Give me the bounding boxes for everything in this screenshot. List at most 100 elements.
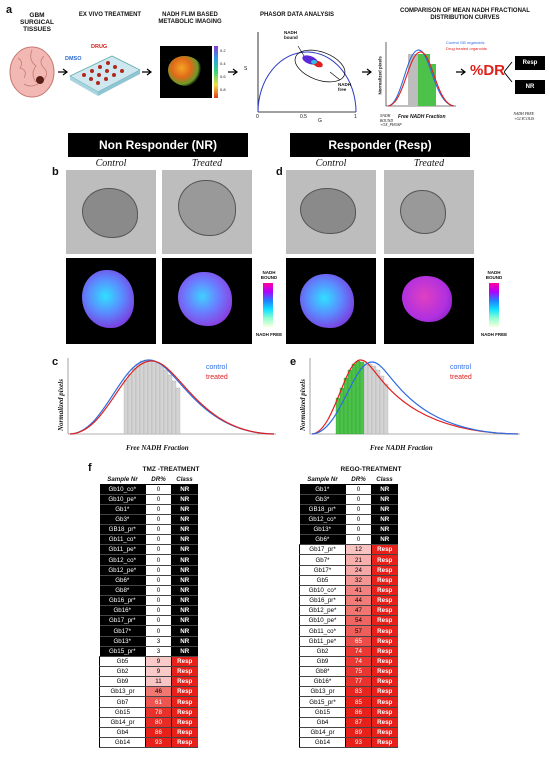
sample-cell: Gb15 bbox=[299, 707, 346, 718]
table-row: Gb13_pr 83 Resp bbox=[299, 686, 398, 698]
sample-cell: Gb16* bbox=[99, 605, 146, 617]
b-control-brightfield bbox=[66, 170, 156, 254]
dr-cell: 0 bbox=[145, 585, 172, 597]
panel-e-legend-control: control bbox=[450, 364, 472, 371]
panel-f-letter: f bbox=[88, 462, 92, 474]
panel-e-xlabel: Free NADH Fraction bbox=[370, 444, 433, 452]
table-row: Gb4 87 Resp bbox=[299, 717, 398, 728]
panel-d-letter: d bbox=[276, 166, 283, 178]
sample-cell: Gb16_pr* bbox=[99, 595, 146, 607]
table-row: Gb12_pe* 47 Resp bbox=[299, 605, 398, 617]
class-cell: Resp bbox=[371, 646, 398, 657]
sample-cell: Gb13_pr bbox=[99, 686, 146, 698]
class-cell: Resp bbox=[371, 575, 398, 586]
nadh-free-label: NADH FREE +GLYCOLIS bbox=[513, 112, 534, 121]
sample-cell: Gb6* bbox=[299, 534, 346, 546]
table-row: Gb12_pe* 0 NR bbox=[99, 565, 198, 576]
table-row: Gb15 78 Resp bbox=[99, 707, 198, 718]
table-row: Gb15 86 Resp bbox=[299, 707, 398, 718]
class-cell: NR bbox=[371, 534, 398, 546]
class-cell: Resp bbox=[371, 595, 398, 607]
dr-cell: 0 bbox=[345, 534, 372, 546]
table-row: Gb14_pr 80 Resp bbox=[99, 717, 198, 728]
class-cell: Resp bbox=[371, 625, 398, 637]
sample-cell: Gb15 bbox=[99, 707, 146, 718]
tmz-title: TMZ -TREATMENT bbox=[142, 466, 200, 473]
class-cell: NR bbox=[371, 494, 398, 505]
b-control-flim bbox=[66, 258, 156, 344]
phasor-tick-05: 0.5 bbox=[300, 114, 307, 120]
class-cell: NR bbox=[171, 615, 198, 627]
sample-cell: Gb16* bbox=[299, 676, 346, 688]
dr-cell: 44 bbox=[345, 595, 372, 607]
panel-b-letter: b bbox=[52, 166, 59, 178]
table-row: Gb11_co* 57 Resp bbox=[299, 625, 398, 637]
class-cell: Resp bbox=[171, 656, 198, 668]
dr-cell: 74 bbox=[345, 646, 372, 657]
table-row: Gb1* 0 NR bbox=[299, 484, 398, 495]
table-row: Gb11_pe* 65 Resp bbox=[299, 636, 398, 647]
b-scalebar bbox=[263, 283, 273, 327]
class-cell: Resp bbox=[171, 707, 198, 718]
dr-cell: 57 bbox=[345, 625, 372, 637]
dr-cell: 21 bbox=[345, 554, 372, 566]
step-flim: NADH FLIM BASED METABOLIC IMAGING bbox=[158, 12, 222, 25]
phasor-bound-label: NADH bound bbox=[284, 30, 298, 40]
nr-box: NR bbox=[515, 80, 545, 94]
step-gbm-tissues: GBM SURGICAL TISSUES bbox=[20, 12, 54, 33]
table-row: Gb12_co* 0 NR bbox=[99, 554, 198, 566]
phasor-s-label: S bbox=[244, 66, 248, 72]
flim-colorbar-ticks: 0.2 0.4 0.6 0.8 bbox=[220, 48, 226, 92]
dr-cell: 46 bbox=[145, 686, 172, 698]
d-control-brightfield bbox=[286, 170, 376, 254]
class-cell: NR bbox=[171, 625, 198, 637]
class-cell: Resp bbox=[371, 666, 398, 678]
dr-cell: 0 bbox=[145, 494, 172, 505]
dr-cell: 75 bbox=[345, 666, 372, 678]
sample-cell: Gb8* bbox=[99, 585, 146, 597]
dr-cell: 32 bbox=[345, 575, 372, 586]
table-row: Gb16* 77 Resp bbox=[299, 676, 398, 688]
class-cell: Resp bbox=[171, 686, 198, 698]
table-row: Gb17_pr* 0 NR bbox=[99, 615, 198, 627]
tmz-table: Sample Nr DR% Class Gb10_co* 0 NR Gb10_pe* 0… bbox=[99, 475, 198, 749]
sample-cell: Gb14_pr bbox=[99, 717, 146, 728]
table-row: Gb13* 3 NR bbox=[99, 636, 198, 647]
arrow-icon bbox=[456, 68, 466, 76]
sample-cell: Gb1* bbox=[299, 484, 346, 495]
sample-cell: GB18_pr* bbox=[299, 504, 346, 515]
dr-cell: 77 bbox=[345, 676, 372, 688]
table-row: Gb6* 0 NR bbox=[299, 534, 398, 546]
well-plate-illustration bbox=[69, 55, 141, 96]
phasor-g-label: G bbox=[318, 118, 322, 124]
dr-cell: 78 bbox=[145, 707, 172, 718]
d-treated-label: Treated bbox=[413, 158, 445, 169]
class-cell: Resp bbox=[371, 727, 398, 739]
dr-cell: 89 bbox=[345, 727, 372, 739]
dr-cell: 0 bbox=[145, 565, 172, 576]
class-cell: Resp bbox=[371, 707, 398, 718]
sample-cell: Gb11_pe* bbox=[99, 544, 146, 556]
class-cell: NR bbox=[171, 504, 198, 515]
class-cell: NR bbox=[371, 514, 398, 526]
d-scale-free: NADH FREE bbox=[480, 332, 508, 337]
class-cell: NR bbox=[371, 484, 398, 495]
tmz-header-class: Class bbox=[171, 475, 198, 485]
dr-cell: 0 bbox=[145, 595, 172, 607]
table-row: Gb13_pr 46 Resp bbox=[99, 686, 198, 698]
table-row: Gb10_co* 41 Resp bbox=[299, 585, 398, 597]
sample-cell: Gb9 bbox=[299, 656, 346, 668]
sample-cell: Gb10_pe* bbox=[299, 615, 346, 627]
mean-curve-xlabel: Free NADH Fraction bbox=[398, 114, 446, 120]
resp-box: Resp bbox=[515, 56, 545, 70]
table-row: Gb12_co* 0 NR bbox=[299, 514, 398, 526]
table-row: Gb14_pr 89 Resp bbox=[299, 727, 398, 739]
table-row: Gb8* 75 Resp bbox=[299, 666, 398, 678]
dr-label: %DR bbox=[470, 62, 506, 79]
d-treated-flim bbox=[384, 258, 474, 344]
sample-cell: Gb9 bbox=[99, 676, 146, 688]
dr-cell: 86 bbox=[345, 707, 372, 718]
table-row: Gb5 9 Resp bbox=[99, 656, 198, 668]
sample-cell: Gb11_co* bbox=[299, 625, 346, 637]
sample-cell: Gb10_pe* bbox=[99, 494, 146, 505]
